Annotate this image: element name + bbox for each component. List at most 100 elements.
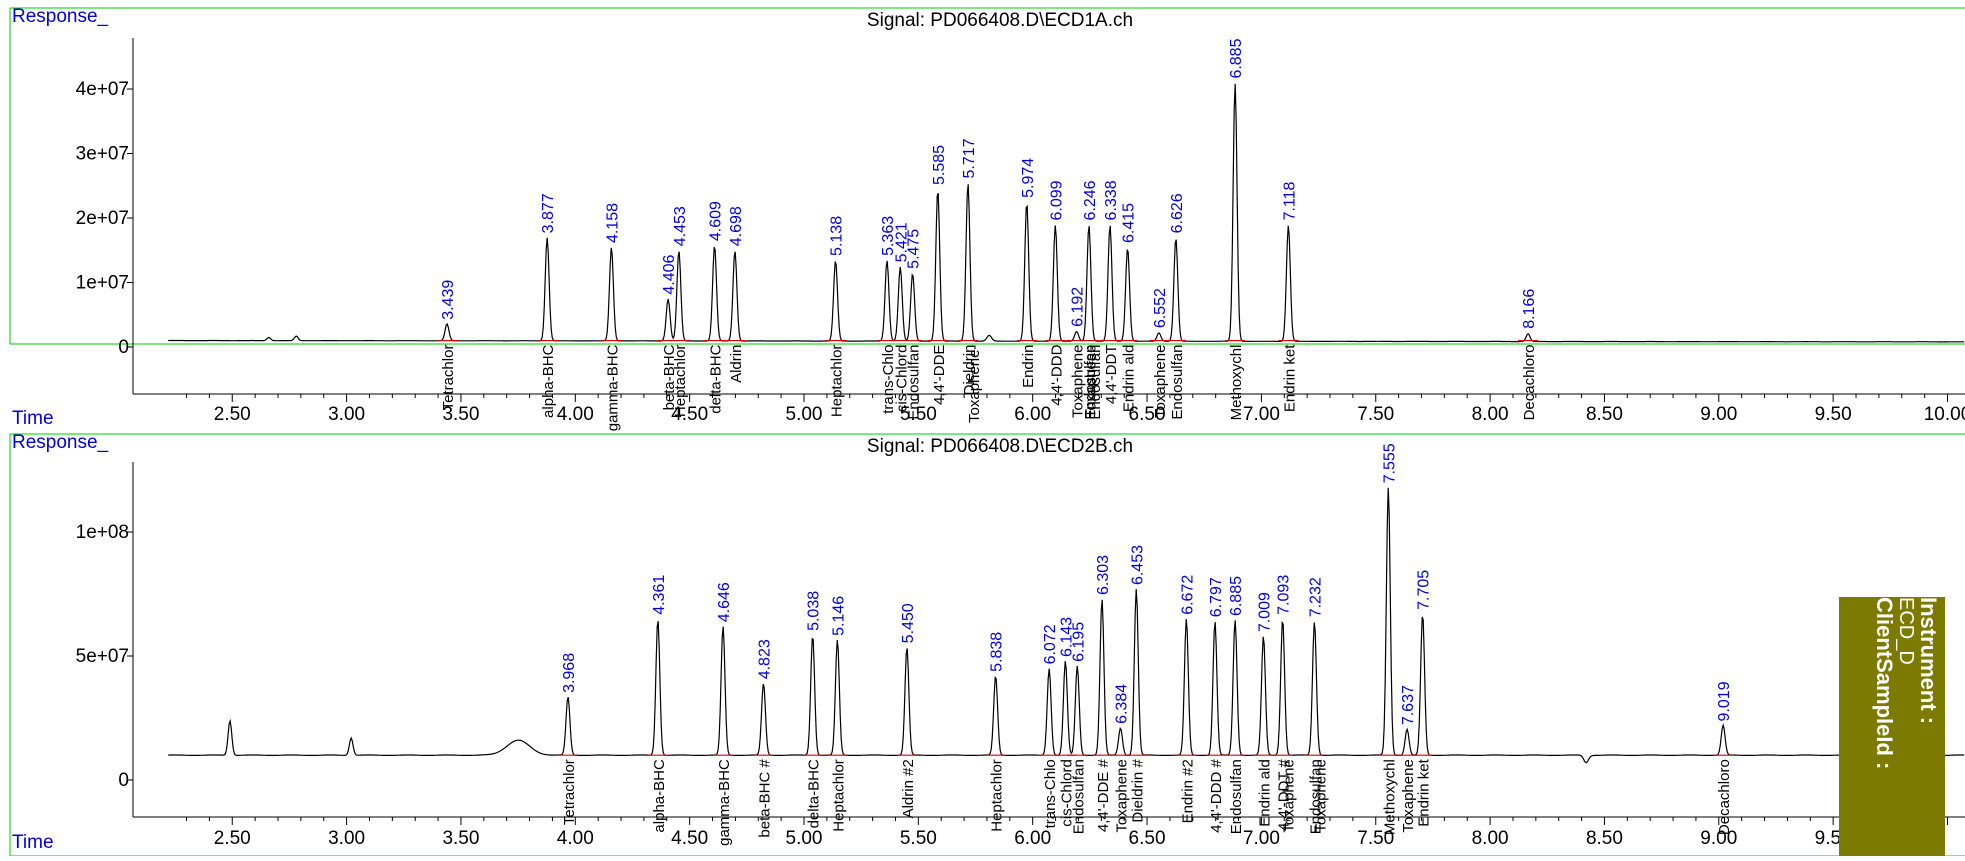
peak-rt-label: 4.646 — [716, 582, 733, 622]
x-tick-label: 6.50 — [1129, 828, 1166, 849]
y-tick-label: 5e+07 — [76, 646, 129, 667]
peak-rt-label: 7.637 — [1400, 685, 1417, 725]
x-tick-label: 8.00 — [1472, 404, 1509, 425]
peak-rt-label: 7.705 — [1416, 570, 1433, 610]
peak-compound-label: Aldrin #2 — [900, 759, 917, 818]
x-tick-label: 3.50 — [442, 404, 479, 425]
x-tick-label: 4.00 — [557, 828, 594, 849]
peak-rt-label: 5.146 — [830, 596, 847, 636]
peak-rt-label: 3.439 — [440, 280, 457, 320]
x-tick-label: 8.00 — [1472, 828, 1509, 849]
x-tick-label: 9.50 — [1815, 404, 1852, 425]
x-tick-label: 7.00 — [1243, 404, 1280, 425]
peak-compound-label: Toxaphene — [1152, 345, 1169, 418]
peak-rt-label: 5.038 — [806, 591, 823, 631]
peak-compound-label: 4,4'-DDE # — [1095, 759, 1112, 833]
x-tick-label: 4.50 — [671, 828, 708, 849]
peak-rt-label: 7.009 — [1256, 592, 1273, 632]
x-tick-label: 8.50 — [1586, 828, 1623, 849]
peak-compound-label: Dieldrin # — [1129, 759, 1146, 823]
peak-rt-label: 5.475 — [906, 229, 923, 269]
x-tick-label: 2.50 — [214, 404, 251, 425]
peak-compound-label: alpha-BHC — [651, 759, 668, 833]
peak-compound-label: Heptachlor — [672, 345, 689, 418]
peak-compound-label: Toxaphene — [1114, 759, 1131, 832]
peak-compound-label: Endosulfan — [1169, 345, 1186, 420]
signal-trace — [168, 83, 1965, 343]
peak-compound-label: Decachloro — [1716, 759, 1733, 835]
y-tick-label: 1e+08 — [76, 522, 129, 543]
x-tick-label: 5.50 — [900, 828, 937, 849]
peak-rt-label: 4.361 — [651, 575, 668, 615]
x-tick-label: 4.50 — [671, 404, 708, 425]
peak-compound-label: 4,4'-DDD — [1048, 344, 1065, 405]
peak-compound-label: Tetrachlor — [440, 345, 457, 411]
x-axis-title: Time — [12, 408, 54, 429]
peak-compound-label: Endrin — [1020, 345, 1037, 388]
peak-compound-label: Dieldrin — [961, 345, 978, 396]
peak-compound-label: Toxaphene — [1281, 759, 1298, 832]
peak-rt-label: 6.303 — [1095, 555, 1112, 595]
peak-rt-label: 6.384 — [1114, 684, 1131, 724]
peak-compound-label: Heptachlor — [829, 345, 846, 418]
x-tick-label: 7.50 — [1357, 404, 1394, 425]
peak-compound-label: trans-Chlo — [1042, 759, 1059, 828]
peak-compound-label: Methoxychl — [1381, 759, 1398, 835]
peak-rt-label: 6.246 — [1082, 180, 1099, 220]
peak-compound-label: Endrin ald — [1121, 345, 1138, 413]
peak-rt-label: 8.166 — [1521, 289, 1538, 329]
instrument-label: Instrument : — [1916, 597, 1941, 725]
peak-compound-label: gamma-BHC — [716, 759, 733, 846]
peak-rt-label: 9.019 — [1716, 681, 1733, 721]
x-tick-label: 8.50 — [1586, 404, 1623, 425]
x-tick-label: 7.50 — [1357, 828, 1394, 849]
peak-compound-label: 4,4'-DDT — [1103, 345, 1120, 405]
peak-rt-label: 4.698 — [728, 206, 745, 246]
peak-compound-label: cis-Chlord — [1058, 759, 1075, 827]
peak-rt-label: 5.717 — [961, 138, 978, 178]
peak-rt-label: 6.338 — [1103, 180, 1120, 220]
peak-rt-label: 5.974 — [1020, 158, 1037, 198]
sample-info-panel: Instrument : ECD_D ClientSampleId : — [1839, 597, 1945, 856]
y-tick-label: 3e+07 — [76, 144, 129, 165]
y-tick-label: 0 — [118, 337, 129, 358]
peak-rt-label: 4.406 — [661, 254, 678, 294]
peak-compound-label: delta-BHC — [708, 344, 725, 413]
peak-rt-label: 4.158 — [604, 203, 621, 243]
peak-rt-label: 6.072 — [1042, 624, 1059, 664]
peak-compound-label: Toxaphene — [1400, 759, 1417, 832]
x-tick-label: 10.00 — [1924, 404, 1965, 425]
peak-compound-label: Toxaphene — [1070, 345, 1087, 418]
x-tick-label: 9.00 — [1700, 828, 1737, 849]
peak-rt-label: 5.838 — [989, 632, 1006, 672]
x-tick-label: 9.00 — [1700, 404, 1737, 425]
peak-compound-label: Endosulfan — [1082, 345, 1099, 420]
peak-rt-label: 5.421 — [893, 222, 910, 262]
peak-rt-label: 5.138 — [829, 216, 846, 256]
y-axis-title: Response_ — [12, 6, 109, 27]
x-tick-label: 6.00 — [1014, 404, 1051, 425]
peak-compound-label: Aldrin — [728, 345, 745, 383]
peak-rt-label: 6.552 — [1152, 288, 1169, 328]
peak-rt-label: 6.672 — [1179, 575, 1196, 615]
peak-compound-label: trans-Chlo — [880, 345, 897, 414]
panel-frame — [9, 7, 1965, 345]
x-tick-label: 5.50 — [900, 404, 937, 425]
peak-rt-label: 7.118 — [1281, 181, 1298, 220]
peak-compound-label: Toxaphene- — [966, 345, 983, 423]
peak-compound-label: Endosulfan — [906, 345, 923, 420]
x-axis-title: Time — [12, 832, 54, 853]
peak-compound-label: Endosulfan — [1087, 345, 1104, 420]
peak-compound-label: cis-Chlord — [893, 345, 910, 413]
y-axis-title: Response_ — [12, 432, 109, 453]
peak-rt-label: 5.585 — [931, 145, 948, 185]
peak-rt-label: 6.626 — [1169, 193, 1186, 233]
y-tick-label: 2e+07 — [76, 208, 129, 229]
peak-rt-label: 7.232 — [1307, 577, 1324, 617]
peak-compound-label: Endrin ald — [1256, 759, 1273, 827]
x-tick-label: 3.00 — [328, 828, 365, 849]
peak-compound-label: gamma-BHC — [604, 344, 621, 431]
x-tick-label: 7.00 — [1243, 828, 1280, 849]
